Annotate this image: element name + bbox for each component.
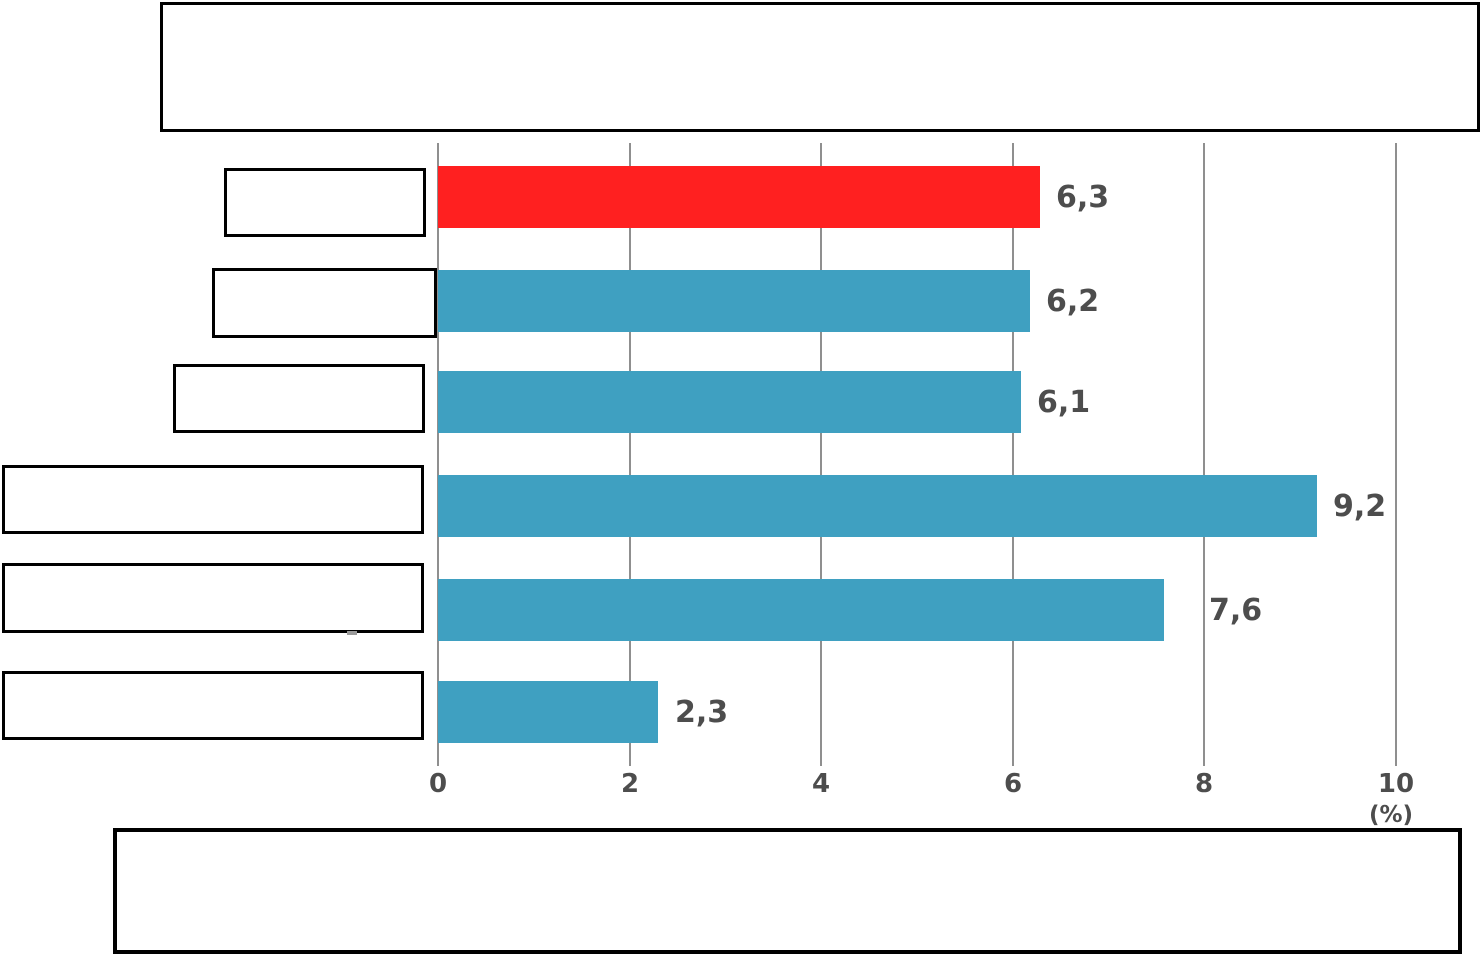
bar	[438, 371, 1021, 433]
gridline	[437, 143, 439, 766]
gridline	[1395, 143, 1397, 766]
gridline	[820, 143, 822, 766]
title-box	[160, 2, 1480, 132]
category-label-box	[2, 563, 424, 633]
category-label-box	[2, 465, 424, 534]
x-axis-tick-label: 8	[1194, 769, 1214, 799]
x-axis-tick-label: 10	[1377, 769, 1415, 799]
bar-highlighted	[438, 166, 1040, 228]
bar	[438, 681, 658, 743]
bar	[438, 270, 1030, 332]
bar	[438, 475, 1317, 537]
bar	[438, 579, 1164, 641]
bar-value-label: 6,1	[1037, 384, 1091, 420]
category-label-box	[173, 364, 425, 433]
bar-value-label: 9,2	[1333, 488, 1387, 524]
stray-mark	[347, 631, 357, 635]
gridline	[1203, 143, 1205, 766]
x-axis-tick-label: 6	[1003, 769, 1023, 799]
x-axis-tick-label: 4	[811, 769, 831, 799]
bar-value-label: 6,2	[1046, 283, 1100, 319]
x-axis-tick-label: 2	[620, 769, 640, 799]
bar-value-label: 2,3	[675, 694, 729, 730]
bar-value-label: 7,6	[1209, 592, 1263, 628]
category-label-box	[212, 268, 437, 338]
gridline	[1012, 143, 1014, 766]
category-label-box	[2, 671, 424, 740]
gridline	[629, 143, 631, 766]
footer-box	[113, 828, 1462, 954]
category-label-box	[224, 168, 426, 237]
x-axis-tick-label: 0	[428, 769, 448, 799]
bar-value-label: 6,3	[1056, 179, 1110, 215]
x-axis-unit-label: (%)	[1368, 802, 1414, 828]
